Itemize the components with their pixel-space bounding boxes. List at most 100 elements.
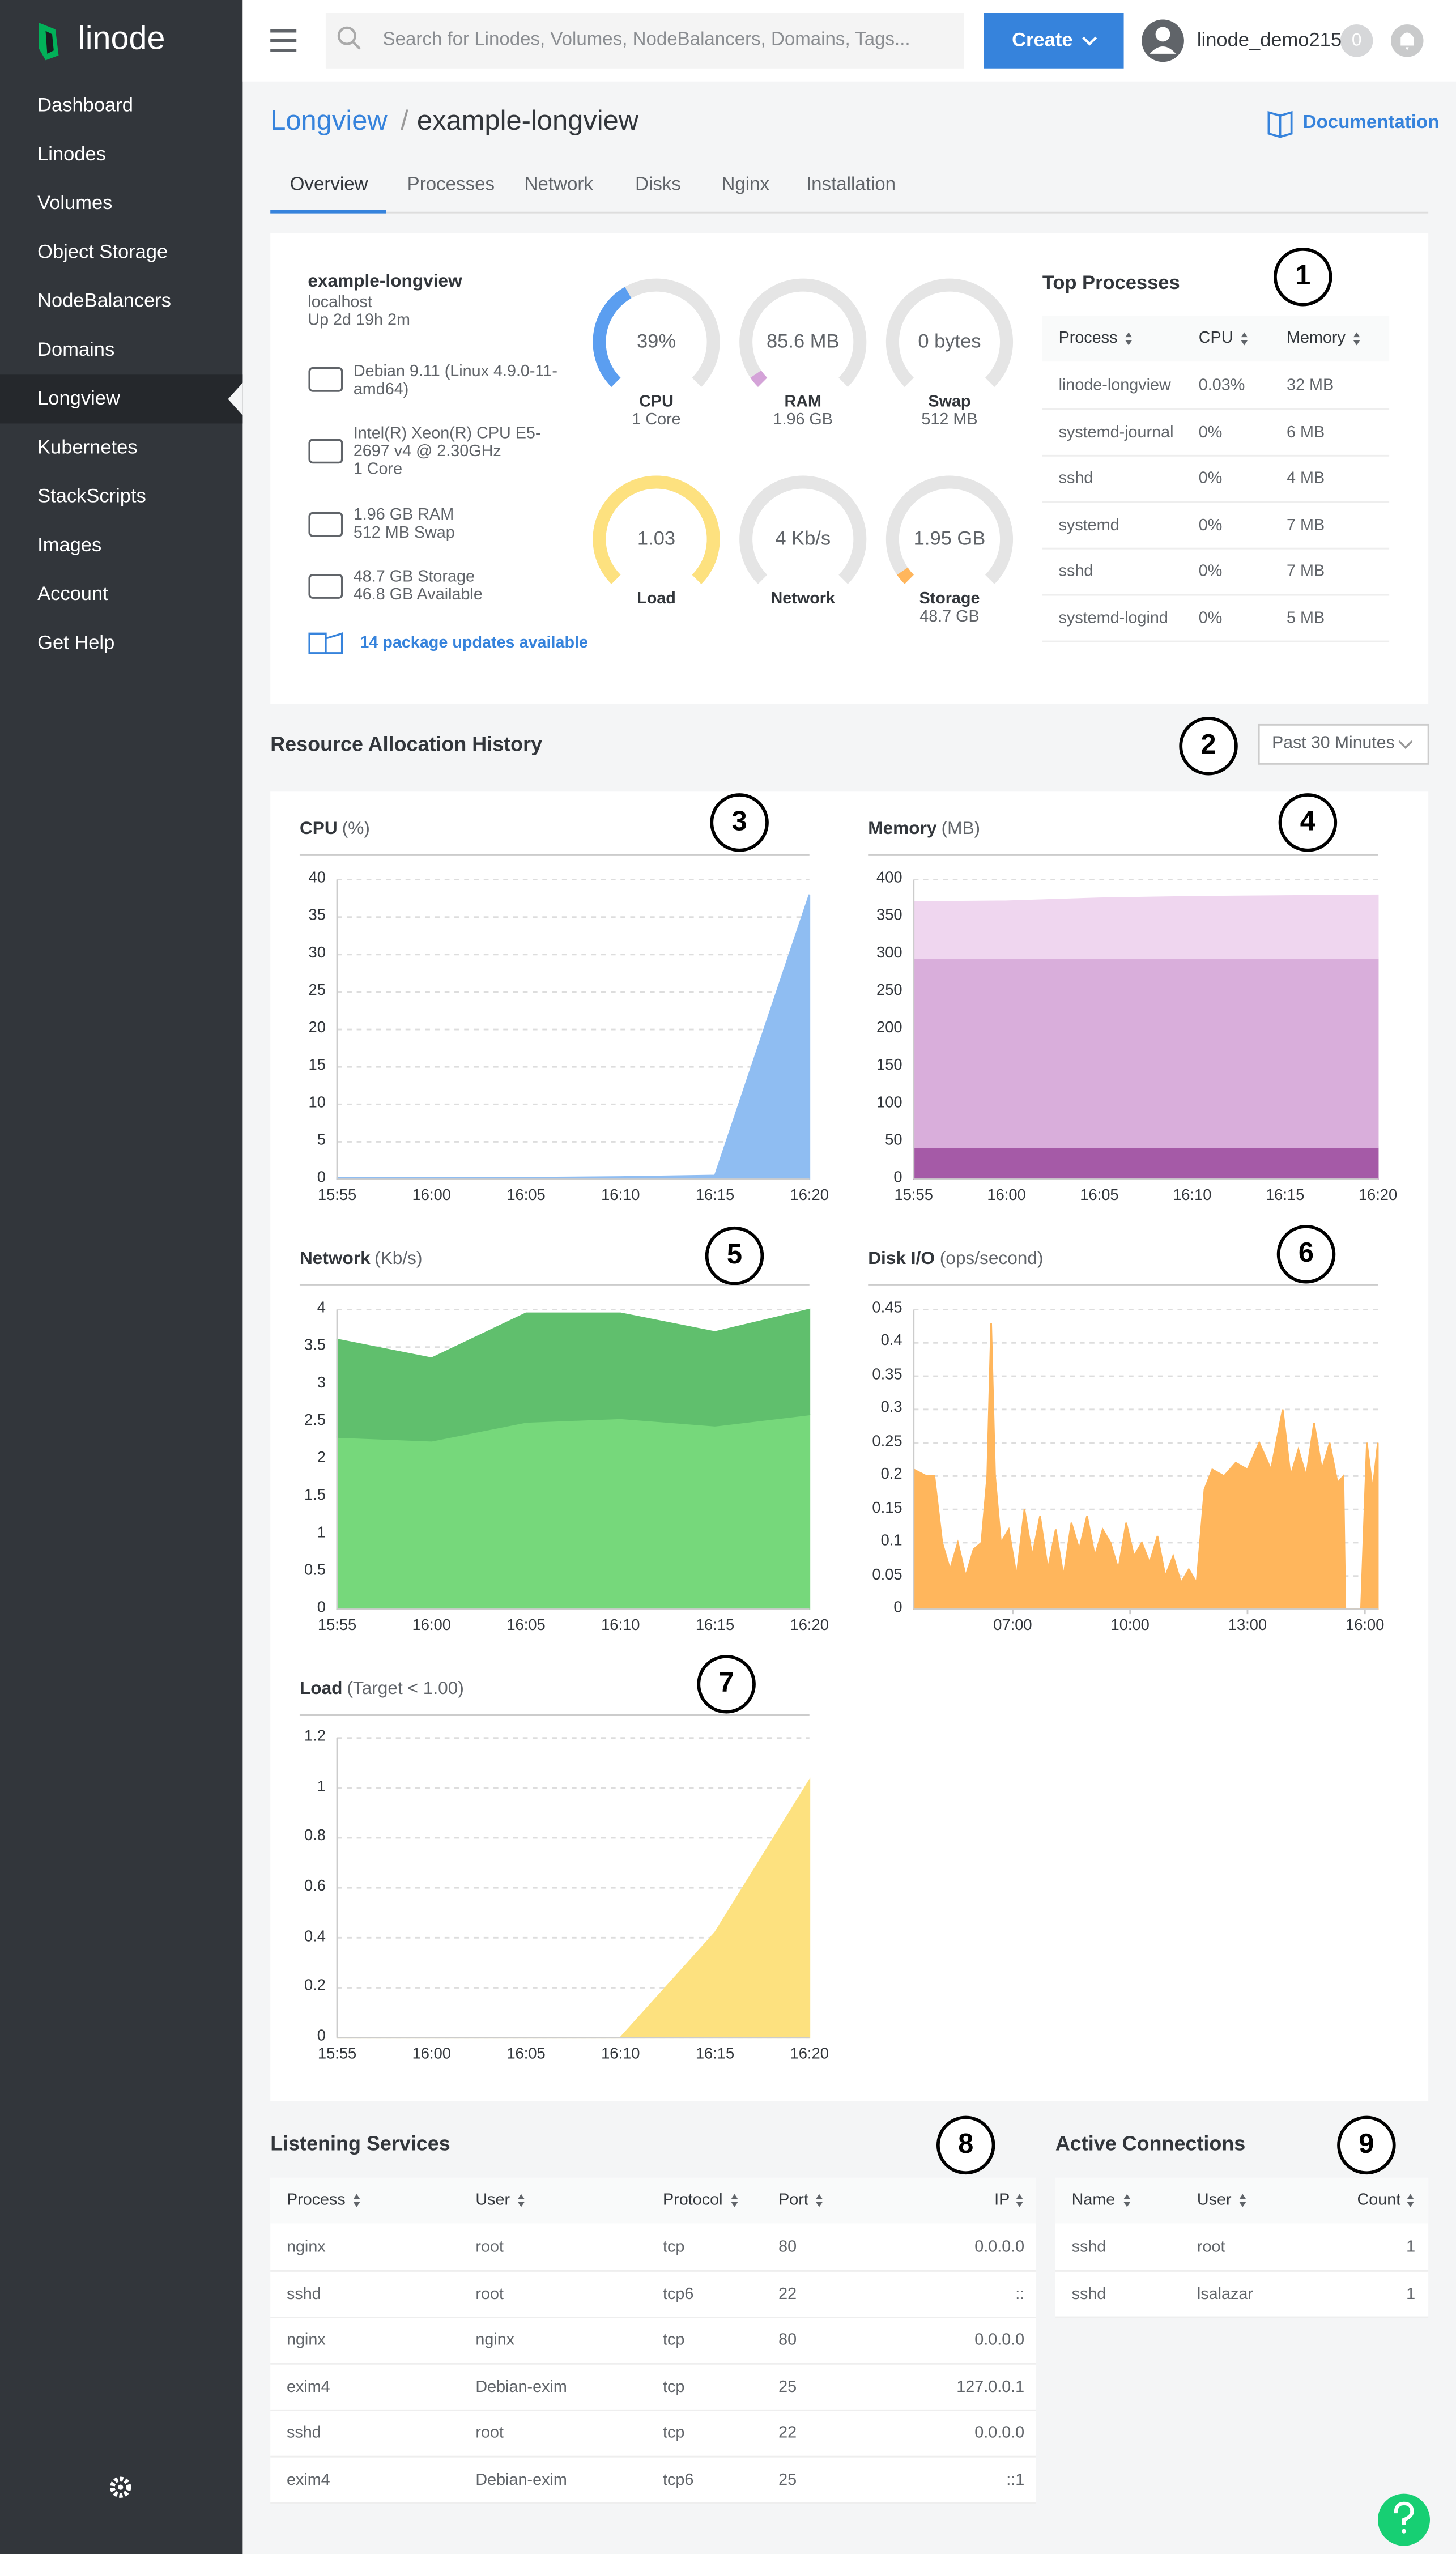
annotation-number: 6	[1298, 1237, 1314, 1269]
menu-item[interactable]: Images	[37, 533, 102, 556]
gauge-detail: 1.96 GB	[773, 411, 833, 429]
menu-item[interactable]: Linodes	[37, 142, 106, 165]
table-cell: 0%	[1198, 609, 1223, 627]
annotation-number: 4	[1300, 806, 1316, 837]
table-cell: tcp	[663, 2424, 685, 2443]
table-cell: tcp	[663, 2238, 685, 2257]
table-cell: 7 MB	[1287, 516, 1325, 534]
table-cell: 25	[778, 2471, 797, 2489]
sort-icon[interactable]	[816, 2194, 823, 2207]
x-tick-label: 16:10	[601, 2045, 640, 2063]
tab[interactable]: Installation	[806, 175, 896, 195]
annotation-circle	[1276, 1225, 1336, 1284]
menu-item[interactable]: Longview	[37, 386, 120, 410]
sort-icon[interactable]	[518, 2194, 525, 2207]
sort-icon[interactable]	[1407, 2194, 1414, 2207]
menu-item[interactable]: Get Help	[37, 631, 115, 654]
sort-icon[interactable]	[1353, 332, 1360, 346]
annotation-number: 1	[1295, 260, 1311, 291]
spec: 48.7 GB Storage 46.8 GB Available	[354, 568, 573, 604]
tab[interactable]: Nginx	[721, 175, 770, 195]
sort-icon[interactable]	[1241, 332, 1248, 346]
spec-icon	[308, 439, 343, 464]
sort-icon[interactable]	[731, 2194, 738, 2207]
column-header[interactable]: User	[1197, 2191, 1232, 2210]
column-header[interactable]: IP	[994, 2191, 1010, 2210]
column-header[interactable]: Name	[1071, 2191, 1116, 2210]
x-tick-label: 16:15	[695, 2045, 735, 2063]
sort-icon[interactable]	[1125, 332, 1132, 346]
menu-item[interactable]: Dashboard	[37, 93, 133, 117]
column-header[interactable]: Memory	[1287, 330, 1346, 348]
menu-item[interactable]: Volumes	[37, 191, 113, 214]
y-tick-label: 1	[317, 1524, 326, 1542]
column-header[interactable]: Count	[1357, 2191, 1401, 2210]
menu-item[interactable]: Kubernetes	[37, 435, 138, 459]
tab[interactable]: Disks	[635, 175, 681, 195]
menu-active-bg	[0, 374, 243, 424]
x-tick-label: 16:00	[412, 2045, 451, 2063]
menu-item[interactable]: Object Storage	[37, 240, 168, 263]
y-tick-label: 350	[876, 906, 902, 925]
table-cell: systemd-journal	[1058, 423, 1174, 442]
annotation-number: 9	[1359, 2128, 1374, 2160]
column-header[interactable]: CPU	[1198, 330, 1233, 348]
search-box[interactable]	[325, 13, 964, 69]
menu-item[interactable]: Domains	[37, 338, 115, 361]
table-cell: 0.0.0.0	[974, 2238, 1025, 2257]
table-cell: root	[475, 2238, 504, 2257]
column-header[interactable]: Process	[1058, 330, 1118, 348]
column-header[interactable]: Port	[778, 2191, 808, 2210]
notification-badge[interactable]	[1340, 24, 1373, 57]
tab[interactable]: Network	[524, 175, 593, 195]
spec-line: 48.7 GB Storage	[353, 568, 475, 586]
menu-item[interactable]: NodeBalancers	[37, 289, 172, 312]
table-cell: sshd	[286, 2285, 321, 2304]
table-cell: 22	[778, 2424, 797, 2443]
gauge-value: 39%	[636, 329, 676, 353]
create-button[interactable]	[984, 13, 1124, 69]
table-bg	[270, 2177, 1036, 2502]
username[interactable]: linode_demo215	[1197, 28, 1342, 52]
table-cell: 4 MB	[1287, 470, 1325, 488]
menu-item[interactable]: StackScripts	[37, 484, 146, 508]
x-tick-label: 16:05	[506, 1187, 546, 1205]
y-tick-label: 0.25	[872, 1432, 902, 1451]
y-tick-label: 0.8	[304, 1828, 326, 1846]
annotation-number: 2	[1200, 729, 1216, 760]
breadcrumb-link[interactable]: Longview	[270, 105, 388, 137]
menu-item[interactable]: Account	[37, 582, 108, 605]
updates-link[interactable]: 14 package updates available	[360, 634, 588, 653]
create-label[interactable]: Create	[1012, 28, 1073, 52]
updates-icon	[308, 632, 343, 654]
sort-icon[interactable]	[353, 2194, 360, 2207]
range-select[interactable]	[1258, 723, 1429, 765]
sort-icon[interactable]	[1123, 2194, 1131, 2207]
y-tick-label: 0.3	[880, 1399, 902, 1418]
sort-icon[interactable]	[1239, 2194, 1246, 2207]
table-cell: 1	[1406, 2238, 1416, 2257]
column-header[interactable]: User	[475, 2191, 510, 2210]
documentation-link[interactable]: Documentation	[1302, 113, 1440, 133]
column-header[interactable]: Process	[286, 2191, 346, 2210]
sort-icon[interactable]	[1016, 2194, 1023, 2207]
gauge-value: 1.03	[637, 526, 676, 550]
chart-title: Network	[299, 1249, 371, 1269]
chart-title: Disk I/O	[868, 1249, 935, 1269]
table-cell: exim4	[286, 2378, 330, 2396]
spec-line: 512 MB Swap	[353, 524, 455, 543]
table-header-bg	[1055, 2177, 1429, 2224]
settings-icon[interactable]	[110, 2476, 131, 2498]
tab[interactable]: Processes	[407, 175, 495, 195]
section-title: Active Connections	[1055, 2132, 1246, 2155]
x-tick-label: 15:55	[317, 1617, 357, 1635]
settings-icon-hub	[118, 2484, 124, 2490]
y-tick-label: 1	[317, 1777, 326, 1796]
y-tick-label: 40	[308, 869, 326, 888]
range-value[interactable]: Past 30 Minutes	[1272, 733, 1395, 753]
area	[913, 1146, 1379, 1180]
tab[interactable]: Overview	[290, 175, 368, 195]
column-header[interactable]: Protocol	[663, 2191, 723, 2210]
chart-title: CPU	[299, 819, 338, 839]
